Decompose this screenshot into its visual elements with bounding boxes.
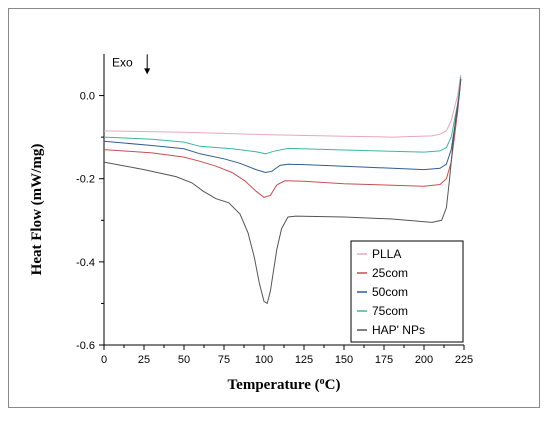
legend-entry: 25com [372, 266, 408, 280]
figure-frame: 0 25 50 75 100 125 150 175 200 225 0.0 -0.2 -0.4 -0.6… [8, 8, 540, 408]
x-tick-label: 200 [415, 354, 433, 366]
x-axis-title-superscript: o [320, 376, 325, 387]
y-axis-title: Heat Flow (mW/mg) [29, 144, 45, 276]
axis-ticks: 0 25 50 75 100 125 150 175 200 225 0.0 -0.2 -0.4 -0.6 [76, 91, 473, 366]
x-tick-label: 100 [255, 354, 273, 366]
x-tick-label: 225 [455, 354, 473, 366]
dsc-chart: 0 25 50 75 100 125 150 175 200 225 0.0 -0.2 -0.4 -0.6… [29, 54, 473, 394]
series-line-4 [103, 78, 462, 305]
x-tick-label: 75 [218, 354, 230, 366]
series-group [103, 74, 462, 305]
x-axis-title-suffix: C) [325, 377, 341, 393]
legend-box [350, 240, 464, 343]
y-tick-label: 0.0 [80, 91, 95, 103]
series-line-3 [103, 76, 462, 155]
x-tick-label: 25 [138, 354, 150, 366]
x-axis-title: Temperature (oC) [228, 376, 341, 394]
legend: PLLA 25com 50com 75com HAP' NPs [350, 240, 464, 343]
y-tick-label: -0.4 [76, 257, 95, 269]
legend-entry: 50com [372, 285, 408, 299]
x-tick-label: 175 [375, 354, 393, 366]
exo-annotation: Exo [112, 55, 133, 69]
series-line-2 [103, 78, 462, 174]
x-axis-title-text: Temperature ( [228, 377, 320, 393]
x-tick-label: 125 [295, 354, 313, 366]
series-line-1 [103, 78, 462, 198]
x-tick-label: 50 [178, 354, 190, 366]
x-tick-label: 0 [101, 354, 107, 366]
y-tick-label: -0.6 [76, 340, 95, 352]
legend-entry: 75com [372, 304, 408, 318]
legend-entry: HAP' NPs [372, 323, 425, 337]
series-line-0 [103, 74, 462, 138]
annotation-group: Exo [112, 54, 151, 75]
y-tick-label: -0.2 [76, 174, 95, 186]
legend-entry: PLLA [372, 247, 401, 261]
x-tick-label: 150 [335, 354, 353, 366]
down-arrow-icon [144, 68, 151, 75]
